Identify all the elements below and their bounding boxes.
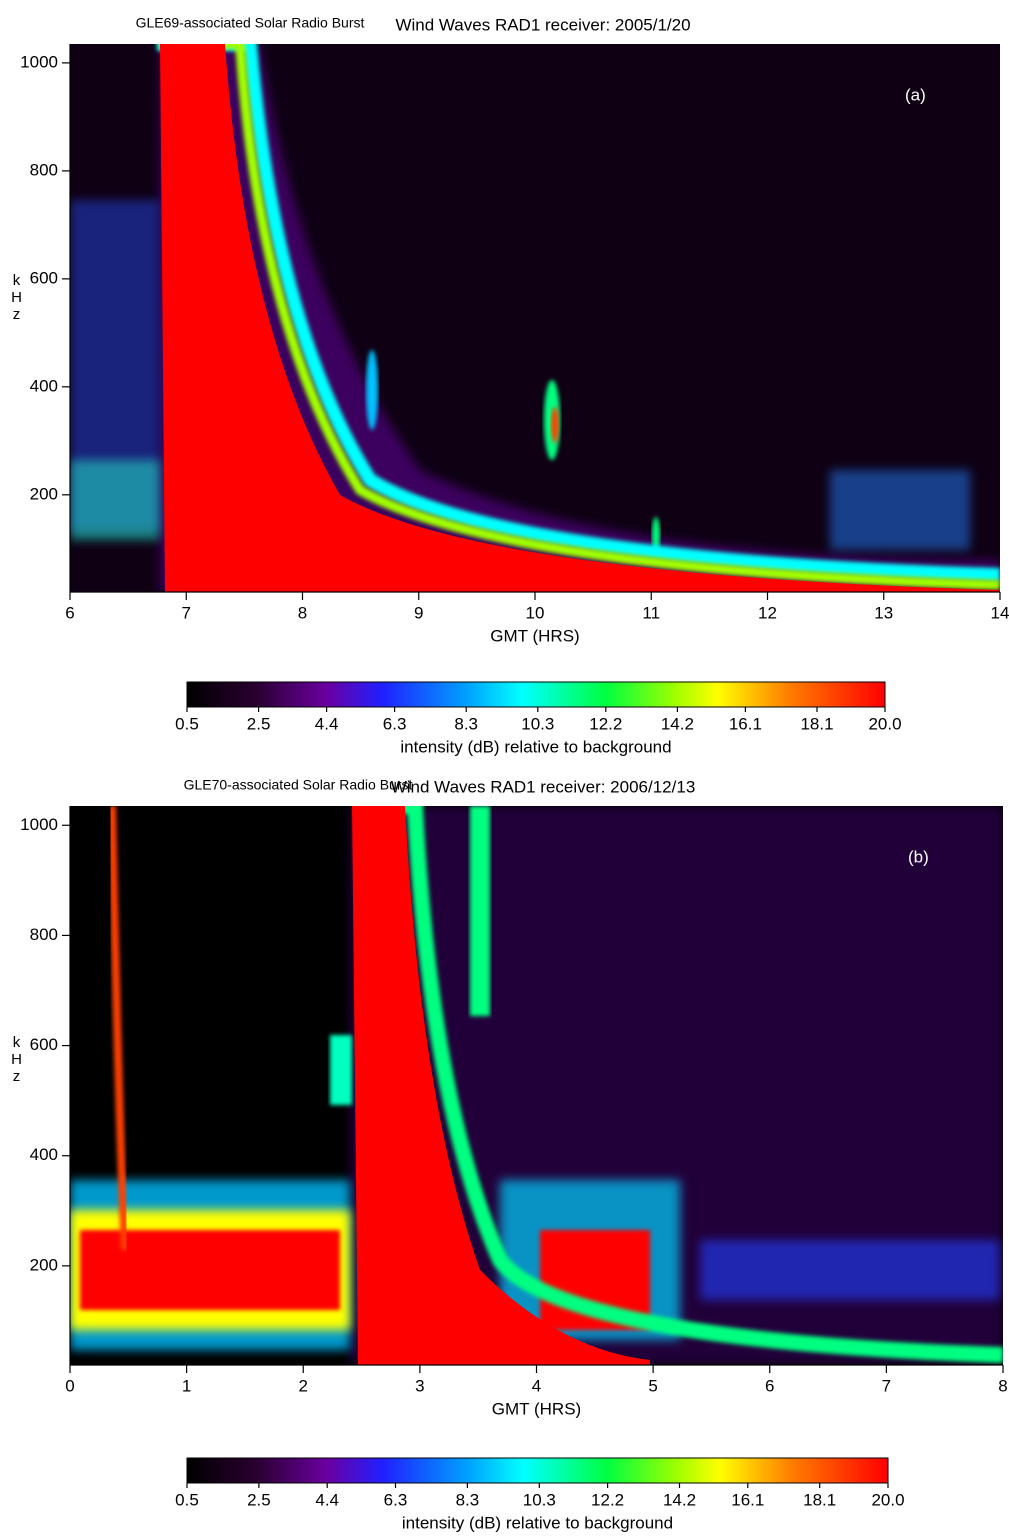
x-tick-label: 12 (758, 603, 777, 622)
colorbar-tick-label: 20.0 (868, 714, 901, 733)
colorbar-tick-label: 0.5 (175, 714, 199, 733)
colorbar-tick-label: 14.2 (661, 714, 694, 733)
y-tick-label: 800 (30, 160, 58, 179)
x-tick-label: 7 (882, 1376, 891, 1395)
x-axis-label: GMT (HRS) (492, 1399, 581, 1418)
x-axis-label: GMT (HRS) (490, 626, 579, 645)
colorbar-tick-label: 16.1 (729, 714, 762, 733)
y-tick-label: 600 (30, 1035, 58, 1054)
y-axis-label: kHz (8, 272, 25, 323)
y-tick-label: 1000 (20, 815, 58, 834)
x-tick-label: 13 (874, 603, 893, 622)
x-tick-label: 8 (998, 1376, 1007, 1395)
colorbar-tick-label: 8.3 (454, 714, 478, 733)
x-tick-label: 6 (765, 1376, 774, 1395)
colorbar-tick-label: 8.3 (456, 1490, 480, 1509)
x-tick-label: 1 (182, 1376, 191, 1395)
colorbar-tick-label: 20.0 (871, 1490, 904, 1509)
x-tick-label: 6 (65, 603, 74, 622)
x-tick-label: 0 (65, 1376, 74, 1395)
colorbar-tick-label: 12.2 (589, 714, 622, 733)
colorbar-tick-label: 18.1 (800, 714, 833, 733)
y-tick-label: 600 (30, 268, 58, 287)
colorbar-tick-label: 16.1 (731, 1490, 764, 1509)
colorbar-tick-label: 6.3 (383, 714, 407, 733)
colorbar (186, 681, 886, 708)
y-tick-label: 400 (30, 1145, 58, 1164)
x-tick-label: 9 (414, 603, 423, 622)
colorbar-tick-label: 6.3 (384, 1490, 408, 1509)
y-axis-label: kHz (8, 1034, 25, 1085)
y-tick-label: 200 (30, 1255, 58, 1274)
panel-label: (b) (908, 847, 929, 866)
x-tick-label: 8 (298, 603, 307, 622)
colorbar-tick-label: 12.2 (591, 1490, 624, 1509)
colorbar-tick-label: 10.3 (523, 1490, 556, 1509)
spectrogram-image (70, 806, 1003, 1365)
colorbar-tick-label: 2.5 (247, 1490, 271, 1509)
chart-title: Wind Waves RAD1 receiver: 2006/12/13 (391, 777, 696, 796)
annotation: GLE70-associated Solar Radio Burst (184, 777, 413, 793)
colorbar-tick-label: 18.1 (803, 1490, 836, 1509)
panel-label: (a) (905, 85, 926, 104)
colorbar-tick-label: 4.4 (315, 1490, 339, 1509)
x-tick-label: 14 (991, 603, 1009, 622)
y-tick-label: 200 (30, 484, 58, 503)
colorbar-tick-label: 0.5 (175, 1490, 199, 1509)
colorbar-tick-label: 4.4 (315, 714, 339, 733)
y-tick-label: 1000 (20, 52, 58, 71)
x-tick-label: 7 (182, 603, 191, 622)
y-tick-label: 800 (30, 925, 58, 944)
colorbar-tick-label: 2.5 (247, 714, 271, 733)
colorbar-label: intensity (dB) relative to background (400, 737, 671, 756)
colorbar-tick-label: 10.3 (521, 714, 554, 733)
colorbar-tick-label: 14.2 (663, 1490, 696, 1509)
spectrogram-image (70, 44, 1000, 592)
y-tick-label: 400 (30, 376, 58, 395)
annotation: GLE69-associated Solar Radio Burst (136, 15, 365, 31)
x-tick-label: 4 (532, 1376, 541, 1395)
x-tick-label: 3 (415, 1376, 424, 1395)
x-tick-label: 11 (642, 603, 660, 622)
colorbar-label: intensity (dB) relative to background (402, 1513, 673, 1532)
x-tick-label: 5 (648, 1376, 657, 1395)
colorbar (186, 1457, 889, 1484)
x-tick-label: 2 (299, 1376, 308, 1395)
x-tick-label: 10 (526, 603, 545, 622)
chart-title: Wind Waves RAD1 receiver: 2005/1/20 (395, 15, 690, 34)
